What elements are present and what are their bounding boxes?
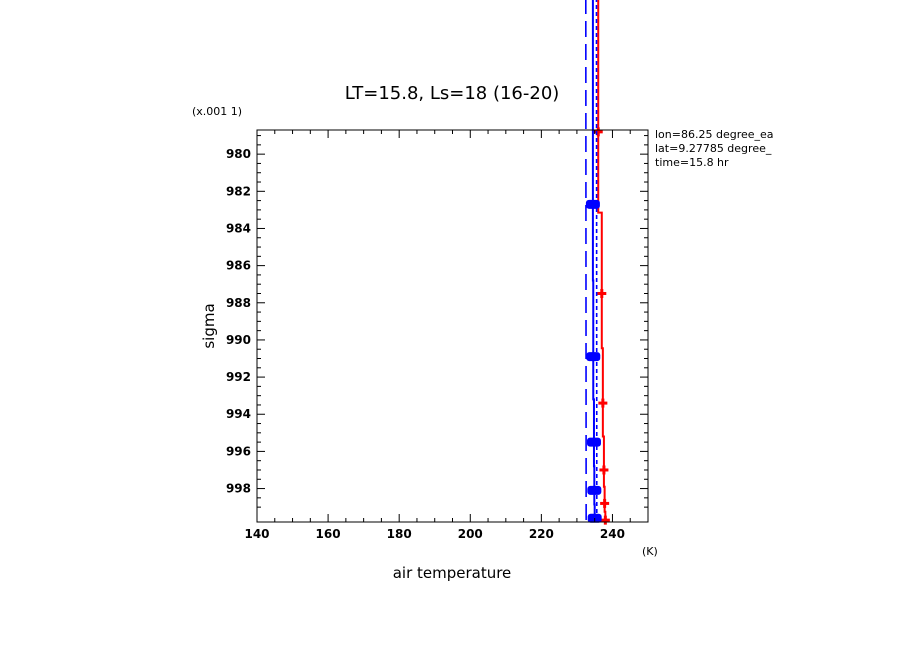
annotation-lon: lon=86.25 degree_ea [655,128,774,141]
data-point [593,127,603,137]
data-point [585,199,600,209]
y-tick-label: 982 [226,184,251,198]
x-tick-label: 220 [529,527,554,541]
y-tick-label: 992 [226,370,251,384]
y-tick-label: 996 [226,444,251,458]
data-point [600,498,610,508]
y-tick-label: 994 [226,407,251,421]
x-tick-label: 200 [458,527,483,541]
y-tick-label: 980 [226,147,251,161]
chart-title: LT=15.8, Ls=18 (16-20) [345,83,560,104]
x-unit-label: (K) [642,545,658,558]
frame-layer [256,129,649,523]
x-tick-label: 160 [316,527,341,541]
x-tick-label: 240 [600,527,625,541]
data-point [599,465,609,475]
data-point [586,437,601,447]
x-tick-label: 140 [244,527,269,541]
data-point [587,485,602,495]
y-tick-label: 986 [226,259,251,273]
series-line-1 [591,0,596,519]
data-point [600,515,610,525]
annotation-lat: lat=9.27785 degree_ [655,142,772,155]
data-point [586,352,601,362]
y-tick-label: 990 [226,333,251,347]
y-tick-label: 984 [226,221,251,235]
data-point [597,288,607,298]
series-layer [584,0,610,525]
x-tick-label: 180 [387,527,412,541]
y-tick-label: 988 [226,296,251,310]
x-axis-label: air temperature [393,564,512,582]
data-point [598,398,608,408]
ticks-layer: 140 160 180 200 220 240 980 982 984 986 988 990 992 9… [226,130,649,541]
y-tick-label: 998 [226,482,251,496]
y-scale-label: (x.001 1) [192,105,242,118]
y-axis-label: sigma [200,303,218,348]
plot-frame [256,129,649,523]
annotation-time: time=15.8 hr [655,156,729,169]
